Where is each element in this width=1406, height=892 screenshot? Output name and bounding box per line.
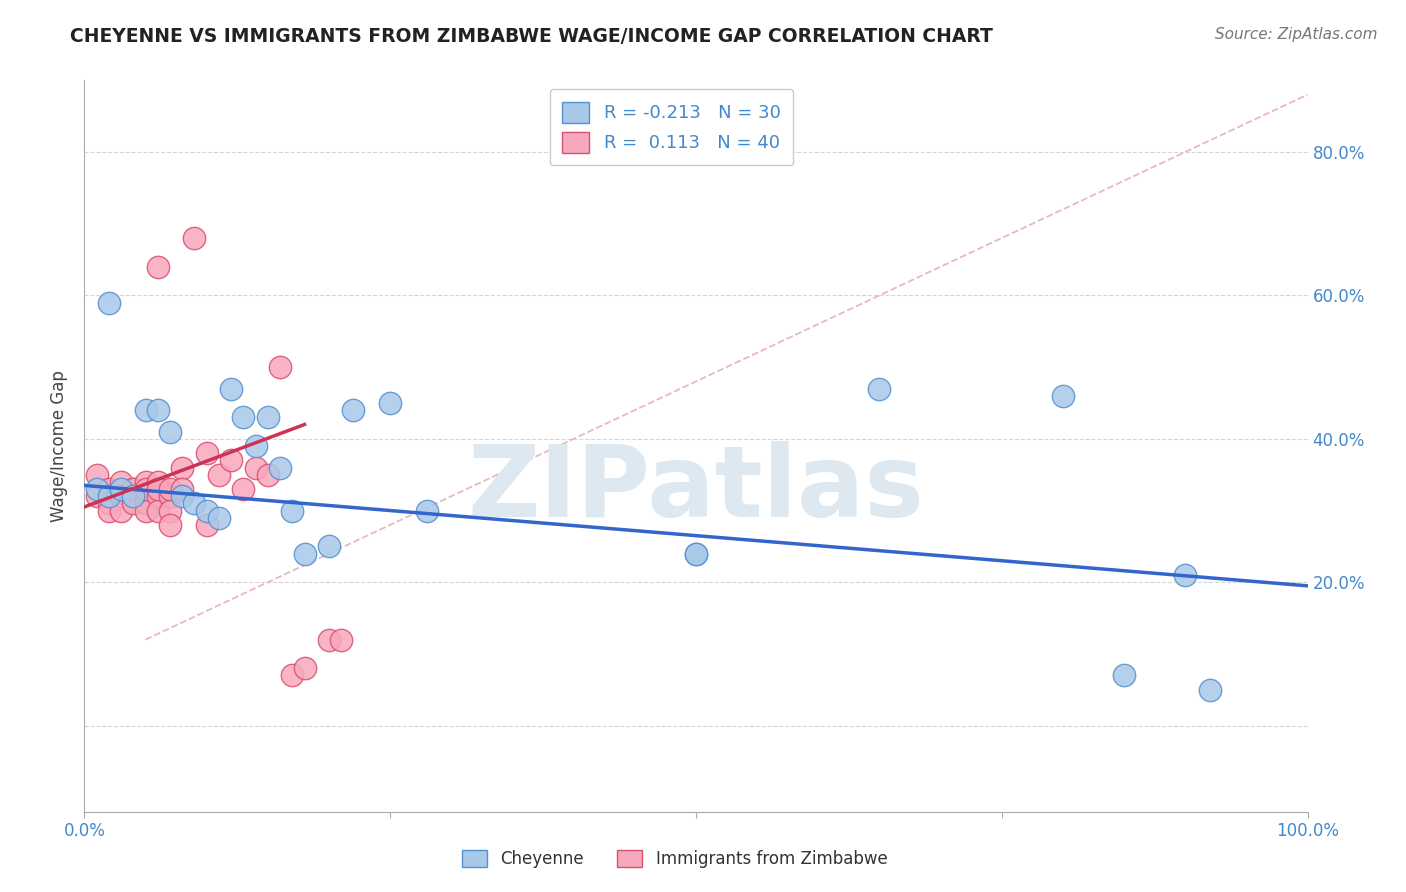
Point [146, 489, 169, 503]
Text: ZIPatlas: ZIPatlas [468, 442, 924, 539]
Point [232, 410, 254, 425]
Point [146, 475, 169, 489]
Point [135, 475, 157, 489]
Point [257, 410, 280, 425]
Point [135, 503, 157, 517]
Y-axis label: Wage/Income Gap: Wage/Income Gap [51, 370, 69, 522]
Point [685, 547, 707, 561]
Point [146, 482, 169, 496]
Point [159, 503, 181, 517]
Point [269, 360, 291, 375]
Point [110, 503, 132, 517]
Point [135, 482, 157, 496]
Point [183, 231, 205, 245]
Text: CHEYENNE VS IMMIGRANTS FROM ZIMBABWE WAGE/INCOME GAP CORRELATION CHART: CHEYENNE VS IMMIGRANTS FROM ZIMBABWE WAG… [70, 27, 993, 45]
Point [159, 425, 181, 439]
Point [195, 517, 218, 532]
Point [294, 661, 316, 675]
Legend: R = -0.213   N = 30, R =  0.113   N = 40: R = -0.213 N = 30, R = 0.113 N = 40 [550, 89, 793, 165]
Point [869, 382, 891, 396]
Point [1174, 568, 1197, 582]
Point [97, 482, 120, 496]
Point [122, 489, 145, 503]
Point [219, 382, 242, 396]
Point [110, 475, 132, 489]
Point [135, 496, 157, 510]
Point [110, 482, 132, 496]
Point [122, 482, 145, 496]
Point [208, 467, 231, 482]
Point [219, 453, 242, 467]
Point [281, 503, 304, 517]
Point [183, 496, 205, 510]
Point [146, 503, 169, 517]
Point [208, 510, 231, 524]
Point [318, 632, 340, 647]
Point [245, 439, 267, 453]
Point [318, 540, 340, 554]
Point [159, 482, 181, 496]
Point [159, 489, 181, 503]
Point [330, 632, 353, 647]
Point [245, 460, 267, 475]
Point [97, 489, 120, 503]
Point [86, 482, 108, 496]
Point [135, 403, 157, 417]
Text: Source: ZipAtlas.com: Source: ZipAtlas.com [1215, 27, 1378, 42]
Point [97, 496, 120, 510]
Point [172, 460, 194, 475]
Point [122, 482, 145, 496]
Point [1198, 682, 1220, 697]
Point [281, 668, 304, 682]
Legend: Cheyenne, Immigrants from Zimbabwe: Cheyenne, Immigrants from Zimbabwe [456, 843, 894, 875]
Point [257, 467, 280, 482]
Point [1052, 389, 1074, 403]
Point [159, 517, 181, 532]
Point [97, 503, 120, 517]
Point [195, 503, 218, 517]
Point [146, 403, 169, 417]
Point [380, 396, 402, 410]
Point [97, 295, 120, 310]
Point [110, 489, 132, 503]
Point [416, 503, 439, 517]
Point [685, 547, 707, 561]
Point [195, 446, 218, 460]
Point [86, 489, 108, 503]
Point [269, 460, 291, 475]
Point [1114, 668, 1136, 682]
Point [172, 489, 194, 503]
Point [172, 482, 194, 496]
Point [146, 260, 169, 274]
Point [342, 403, 364, 417]
Point [294, 547, 316, 561]
Point [86, 467, 108, 482]
Point [122, 496, 145, 510]
Point [232, 482, 254, 496]
Point [135, 489, 157, 503]
